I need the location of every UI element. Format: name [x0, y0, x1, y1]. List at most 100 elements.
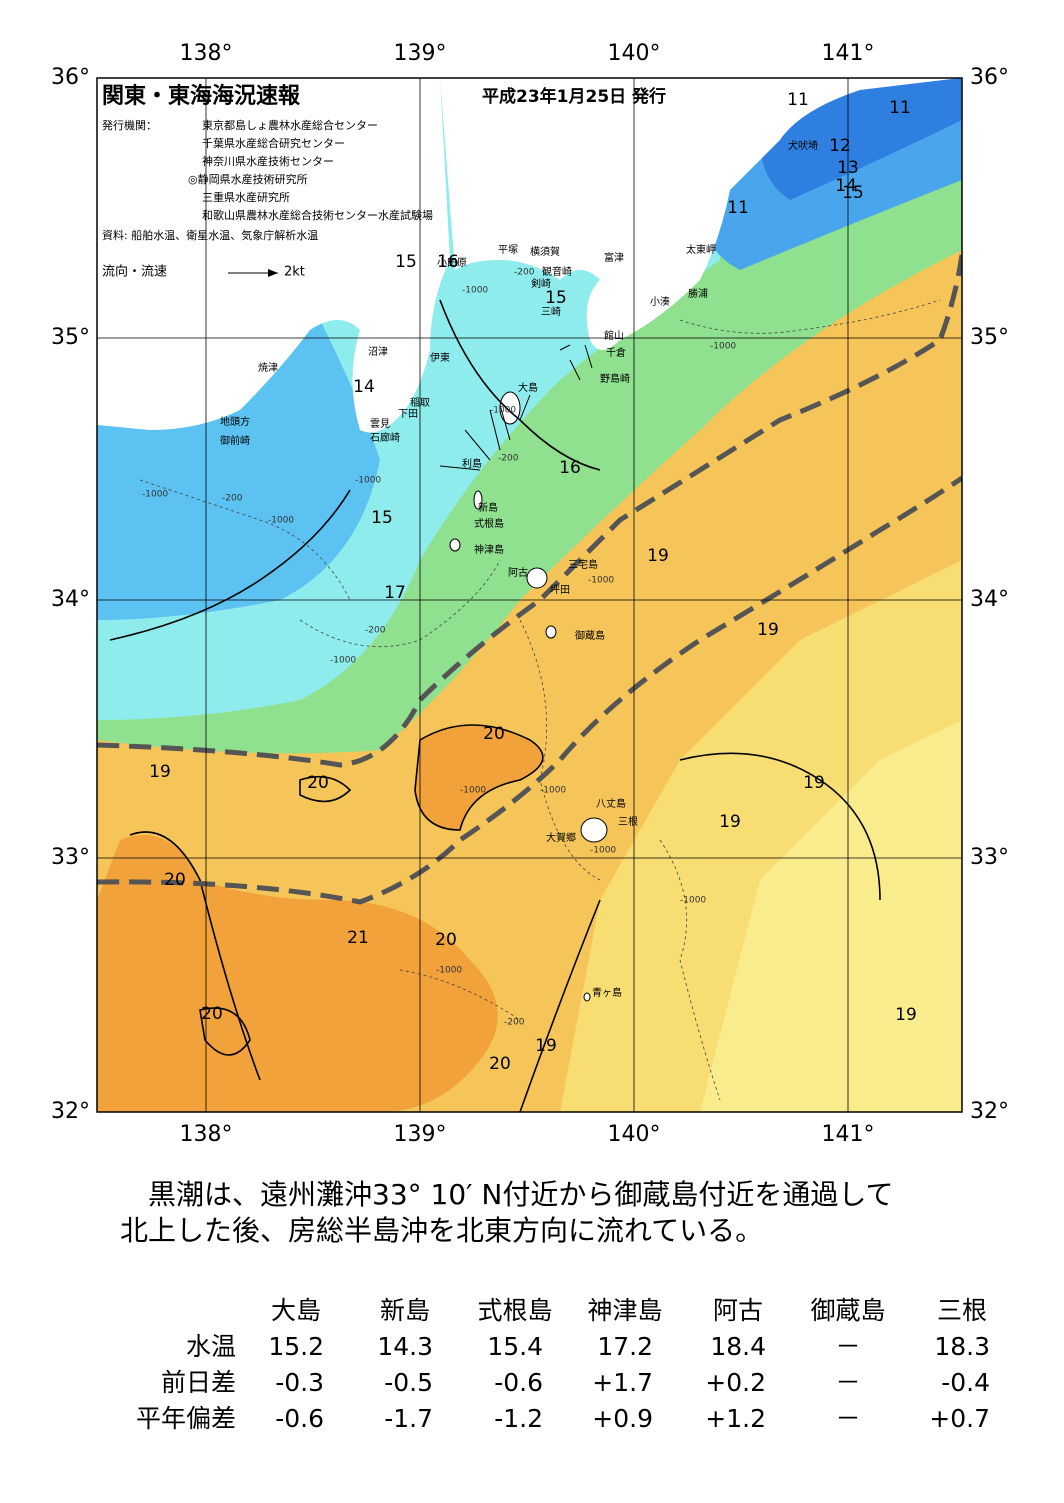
- depth-label: -1000: [330, 656, 356, 666]
- table-cell: 15.4: [487, 1332, 543, 1361]
- depth-label: -1000: [268, 516, 294, 526]
- table-cell: -0.4: [941, 1368, 990, 1397]
- row-label: 水温: [186, 1332, 236, 1361]
- contour-label: 16: [559, 458, 581, 478]
- depth-label: -1000: [590, 846, 616, 856]
- table-cell: 18.4: [710, 1332, 766, 1361]
- table-cell: +1.2: [705, 1404, 766, 1433]
- depth-label: -200: [365, 626, 386, 636]
- table-cell: －: [835, 1332, 860, 1361]
- lon-label: 139°: [394, 41, 447, 66]
- summary-line: 北上した後、房総半島沖を北東方向に流れている。: [120, 1214, 763, 1247]
- place-name: 阿古: [508, 566, 528, 579]
- depth-label: -1000: [436, 966, 462, 976]
- summary-line: 黒潮は、遠州灘沖33° 10′ N付近から御蔵島付近を通過して: [120, 1178, 894, 1211]
- publisher: 千葉県水産総合研究センター: [202, 136, 345, 150]
- depth-label: -1000: [710, 342, 736, 352]
- lat-label: 33°: [970, 845, 1009, 870]
- lon-label: 141°: [822, 41, 875, 66]
- lon-label: 138°: [180, 41, 233, 66]
- publisher: 東京都島しょ農林水産総合センター: [202, 118, 378, 132]
- depth-label: -1000: [142, 490, 168, 500]
- place-name: 富津: [604, 251, 624, 264]
- place-name: 地頭方: [220, 415, 250, 428]
- table-cell: 18.3: [934, 1332, 990, 1361]
- depth-label: -1000: [355, 476, 381, 486]
- table-cell: -0.6: [275, 1404, 324, 1433]
- place-name: 伊東: [430, 351, 450, 364]
- place-name: 雲見: [370, 418, 390, 430]
- place-name: 御蔵島: [575, 629, 605, 642]
- contour-label: 19: [895, 1005, 917, 1025]
- depth-label: -1000: [462, 286, 488, 296]
- place-name: 小湊: [650, 295, 670, 308]
- row-label: 平年偏差: [136, 1404, 236, 1433]
- contour-label: 15: [545, 288, 567, 308]
- place-name: 犬吠埼: [788, 139, 818, 152]
- table-header: 御蔵島: [810, 1296, 885, 1325]
- table-cell: -0.3: [275, 1368, 324, 1397]
- contour-label: 21: [347, 928, 369, 948]
- map-title: 関東・東海海況速報: [102, 83, 301, 109]
- contour-label: 15: [395, 252, 417, 272]
- contour-label: 19: [535, 1036, 557, 1056]
- contour-label: 11: [727, 198, 749, 218]
- lat-label: 32°: [51, 1099, 90, 1124]
- depth-label: -200: [514, 268, 535, 278]
- table-header: 阿古: [713, 1296, 763, 1325]
- place-name: 館山: [604, 329, 624, 342]
- contour-label: 20: [164, 870, 186, 890]
- place-name: 稲取: [410, 397, 430, 409]
- place-name: 八丈島: [596, 797, 626, 810]
- lat-label: 35°: [51, 325, 90, 350]
- lat-label: 35°: [970, 325, 1009, 350]
- table-cell: 15.2: [268, 1332, 324, 1361]
- table-cell: +1.7: [592, 1368, 653, 1397]
- place-name: 千倉: [606, 346, 626, 359]
- place-name: 御前崎: [220, 434, 250, 447]
- publisher: 神奈川県水産技術センター: [202, 154, 334, 168]
- depth-label: -200: [222, 494, 243, 504]
- table-header: 三根: [937, 1296, 987, 1325]
- place-name: 大賀郷: [546, 831, 576, 844]
- contour-label: 19: [803, 773, 825, 793]
- contour-label: 17: [384, 583, 406, 603]
- place-name: 横須賀: [530, 245, 560, 258]
- lat-label: 33°: [51, 845, 90, 870]
- lat-label: 34°: [970, 587, 1009, 612]
- place-name: 野島崎: [600, 372, 630, 385]
- place-name: 沼津: [368, 345, 388, 358]
- place-name: 三宅島: [568, 558, 598, 571]
- depth-label: -1000: [490, 406, 516, 416]
- publisher: ◎静岡県水産技術研究所: [188, 172, 308, 186]
- depth-label: -1000: [680, 896, 706, 906]
- table-cell: -1.7: [384, 1404, 433, 1433]
- issue-date: 平成23年1月25日 発行: [482, 86, 666, 107]
- place-name: 平塚: [498, 244, 518, 256]
- place-name: 三根: [618, 815, 638, 828]
- lon-label: 140°: [608, 1122, 661, 1147]
- table-cell: -1.2: [494, 1404, 543, 1433]
- contour-label: 20: [435, 930, 457, 950]
- contour-label: 15: [842, 183, 864, 203]
- place-name: 坪田: [550, 583, 570, 596]
- map-frame: [96, 77, 963, 1113]
- lat-label: 36°: [51, 65, 90, 90]
- table-header: 新島: [380, 1296, 430, 1325]
- contour-label: 12: [829, 136, 851, 156]
- table-cell: +0.2: [705, 1368, 766, 1397]
- contour-label: 19: [719, 812, 741, 832]
- table-cell: -0.5: [384, 1368, 433, 1397]
- sea-map: [97, 78, 962, 1112]
- contour-label: 11: [787, 90, 809, 110]
- place-name: 新島: [478, 501, 498, 514]
- contour-label: 20: [307, 773, 329, 793]
- table-cell: －: [835, 1404, 860, 1433]
- contour-label: 15: [371, 508, 393, 528]
- table-header: 神津島: [587, 1296, 662, 1325]
- table-cell: +0.9: [592, 1404, 653, 1433]
- publisher: 和歌山県農林水産総合技術センター水産試験場: [202, 208, 433, 222]
- contour-label: 14: [835, 176, 857, 196]
- table-cell: －: [835, 1368, 860, 1397]
